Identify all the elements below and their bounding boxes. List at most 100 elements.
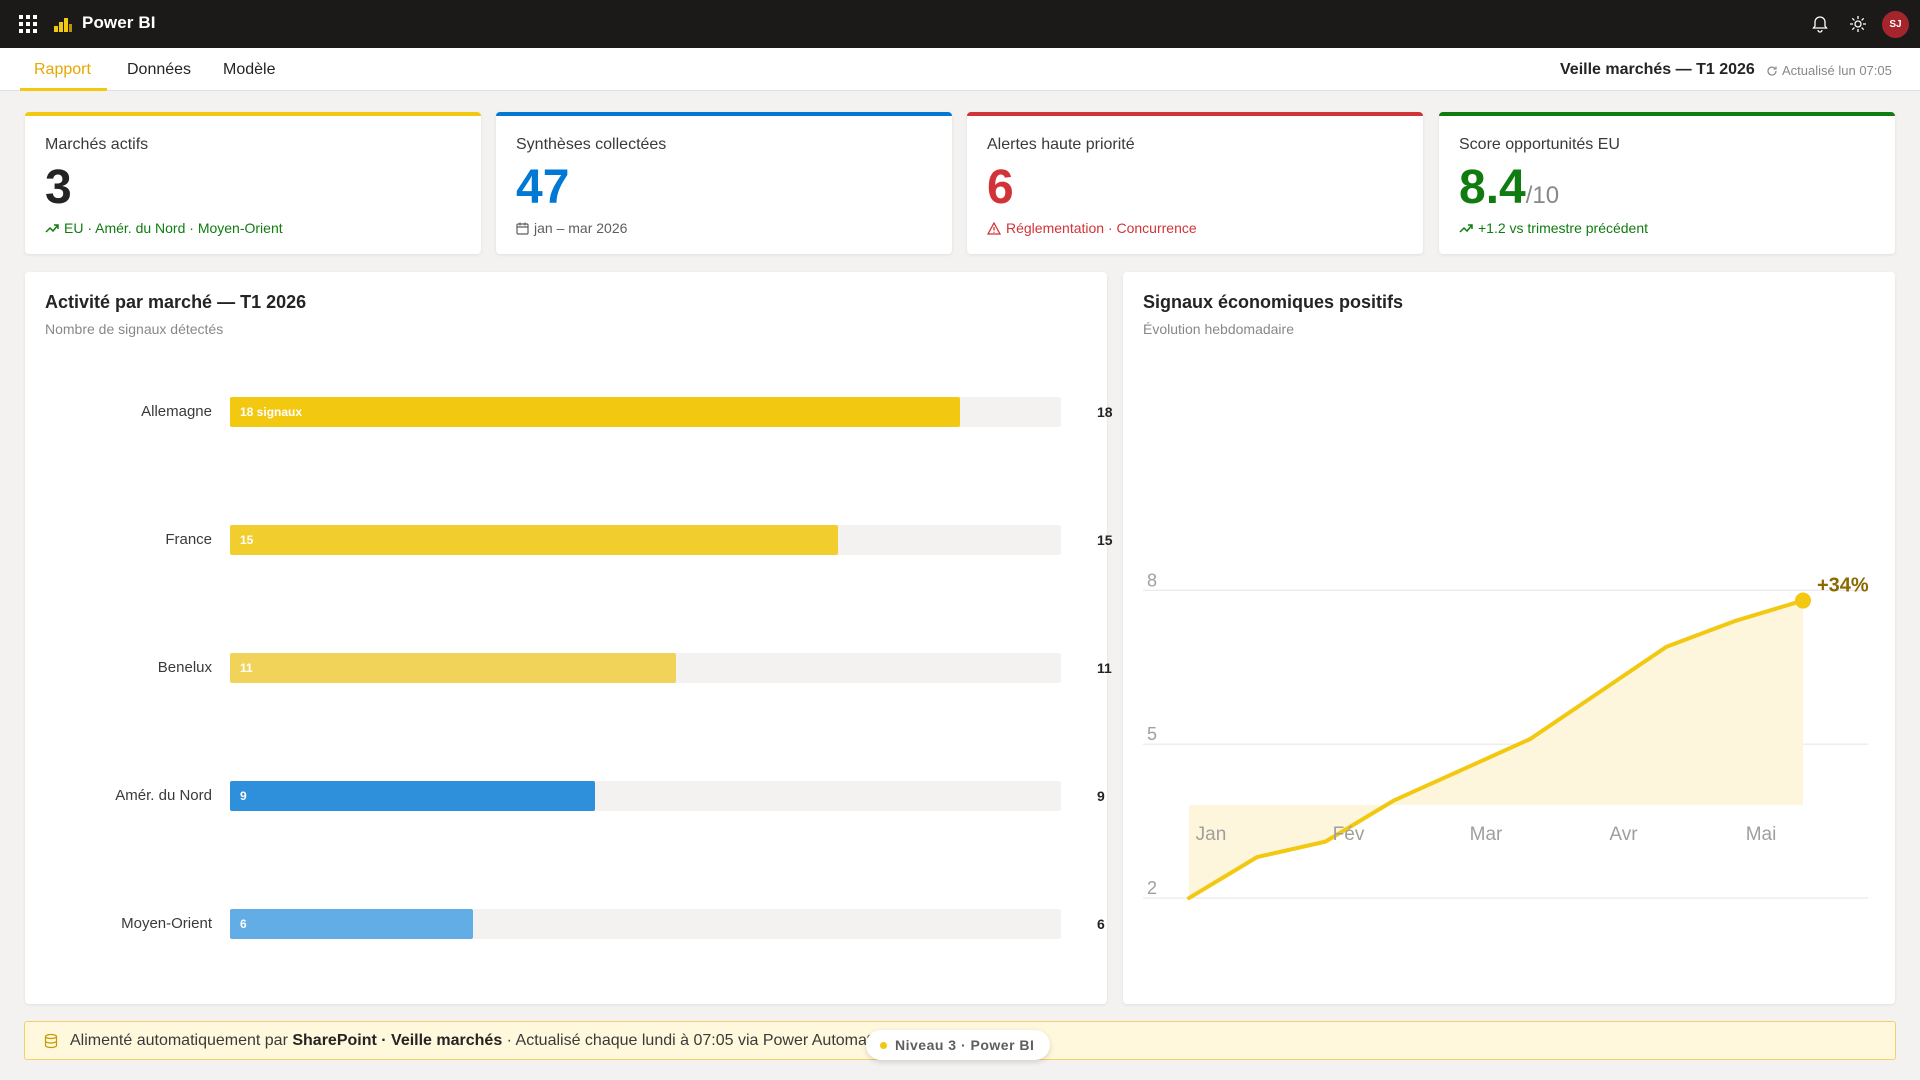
banner-suffix: · Actualisé chaque lundi à 07:05 via Pow… [502, 1032, 881, 1049]
bar[interactable]: 6 [230, 909, 473, 939]
user-avatar[interactable]: SJ [1882, 11, 1909, 38]
kpi-footer-text: jan – mar 2026 [534, 220, 628, 236]
bar-category-label: Moyen-Orient [121, 915, 212, 932]
bar-value-label: 18 [1097, 404, 1113, 420]
bar-chart-subtitle: Nombre de signaux détectés [45, 321, 224, 337]
bar[interactable]: 15 [230, 525, 838, 555]
status-dot-icon [880, 1041, 887, 1049]
bar-track: 6 [230, 909, 1061, 939]
bar-category-label: Amér. du Nord [115, 787, 212, 804]
bar-row[interactable]: Moyen-Orient 6 6 [25, 909, 1125, 939]
app-title: Power BI [82, 13, 156, 32]
line-chart-subtitle: Évolution hebdomadaire [1143, 321, 1294, 337]
bar-track: 9 [230, 781, 1061, 811]
bar-track: 18 signaux [230, 397, 1061, 427]
kpi-card[interactable]: Score opportunités EU 8.4/10 +1.2 vs trime… [1439, 112, 1895, 254]
x-tick-label: Fév [1333, 824, 1365, 845]
bar-inner-label: 15 [240, 533, 254, 547]
trend-up-icon [45, 222, 59, 234]
kpi-footer: Réglementation · Concurrence [987, 220, 1197, 236]
y-tick-label: 2 [1147, 878, 1157, 898]
bar[interactable]: 9 [230, 781, 595, 811]
bar-track: 15 [230, 525, 1061, 555]
trend-up-icon [1459, 222, 1473, 234]
bar-chart-panel: Activité par marché — T1 2026 Nombre de … [25, 272, 1113, 1004]
kpi-value: 6 [987, 164, 1014, 212]
bar-category-label: France [165, 531, 212, 548]
level-badge: Niveau 3 · Power BI [866, 1030, 1051, 1060]
kpi-suffix: /10 [1525, 182, 1560, 209]
banner-prefix: Alimenté automatiquement par [70, 1032, 293, 1049]
kpi-card[interactable]: Synthèses collectées 47 jan – mar 2026 [496, 112, 952, 254]
series-line [1187, 598, 1805, 901]
tab-rapport[interactable]: Rapport [34, 61, 91, 78]
x-tick-label: Mar [1470, 824, 1503, 845]
bar-inner-label: 11 [240, 661, 253, 675]
bar-row[interactable]: Amér. du Nord 9 9 [25, 781, 1125, 811]
level-badge-label: Niveau 3 · Power BI [895, 1037, 1035, 1053]
bar[interactable]: 11 [230, 653, 676, 683]
bell-icon[interactable] [1810, 14, 1830, 34]
line-chart: 2 5 8 +34% Jan Fév Mar Avr Mai [1143, 570, 1869, 901]
bar-value-label: 9 [1097, 788, 1105, 804]
bar[interactable]: 18 signaux [230, 397, 960, 427]
kpi-label: Alertes haute priorité [987, 136, 1135, 153]
bar-inner-label: 6 [240, 917, 247, 931]
warning-icon [987, 221, 1001, 235]
kpi-number: 8.4 [1459, 161, 1526, 214]
bar-value-label: 15 [1097, 532, 1113, 548]
end-value-label: +34% [1817, 575, 1869, 597]
line-chart-title: Signaux économiques positifs [1143, 292, 1404, 312]
x-tick-label: Avr [1609, 824, 1638, 845]
kpi-value: 47 [516, 164, 569, 212]
bar-category-label: Benelux [157, 659, 212, 676]
refresh-status[interactable]: Actualisé lun 07:05 [1766, 63, 1892, 78]
app-launcher-icon[interactable] [19, 15, 37, 33]
report-nav-bar: Rapport Données Modèle Veille marchés — … [0, 48, 1920, 91]
calendar-icon [516, 222, 529, 235]
kpi-label: Synthèses collectées [516, 136, 667, 153]
settings-gear-icon[interactable] [1848, 14, 1868, 34]
bar-inner-label: 18 signaux [240, 405, 303, 419]
kpi-number: 6 [987, 161, 1014, 214]
bar-category-label: Allemagne [141, 403, 212, 420]
bar-value-label: 11 [1097, 660, 1112, 676]
x-tick-label: Mai [1746, 824, 1777, 845]
area-fill [1189, 600, 1803, 899]
active-tab-indicator [20, 88, 107, 91]
tab-modele[interactable]: Modèle [223, 61, 276, 78]
top-bar: Power BI SJ [0, 0, 1920, 48]
bar-row[interactable]: Allemagne 18 signaux 18 [25, 397, 1125, 427]
bar-inner-label: 9 [240, 789, 247, 803]
kpi-card[interactable]: Marchés actifs 3 EU · Amér. du Nord · Moye… [25, 112, 481, 254]
banner-text: Alimenté automatiquement par SharePoint … [70, 1032, 880, 1050]
bar-value-label: 6 [1097, 916, 1105, 932]
kpi-card[interactable]: Alertes haute priorité 6 Réglementation · … [967, 112, 1423, 254]
power-bi-logo-icon [54, 16, 72, 32]
bar-row[interactable]: Benelux 11 11 [25, 653, 1125, 683]
kpi-number: 3 [45, 161, 72, 214]
kpi-label: Score opportunités EU [1459, 136, 1620, 153]
tab-donnees[interactable]: Données [127, 61, 192, 78]
report-title: Veille marchés — T1 2026 [1560, 61, 1755, 78]
kpi-footer: +1.2 vs trimestre précédent [1459, 220, 1648, 236]
y-tick-label: 5 [1147, 724, 1157, 744]
kpi-value: 8.4/10 [1459, 164, 1559, 212]
bar-row[interactable]: France 15 15 [25, 525, 1125, 555]
kpi-number: 47 [516, 161, 570, 214]
kpi-footer-text: Réglementation · Concurrence [1006, 220, 1197, 236]
kpi-footer-text: +1.2 vs trimestre précédent [1478, 220, 1649, 236]
kpi-footer: jan – mar 2026 [516, 220, 627, 236]
kpi-footer: EU · Amér. du Nord · Moyen-Orient [45, 220, 283, 236]
refresh-text: Actualisé lun 07:05 [1782, 63, 1892, 78]
database-icon [44, 1033, 58, 1049]
end-point-marker [1795, 592, 1811, 609]
banner-source: SharePoint · Veille marchés [292, 1032, 503, 1049]
kpi-label: Marchés actifs [45, 136, 149, 153]
refresh-icon [1767, 65, 1777, 76]
bar-chart-title: Activité par marché — T1 2026 [45, 292, 307, 312]
kpi-footer-text: EU · Amér. du Nord · Moyen-Orient [64, 220, 283, 236]
kpi-value: 3 [45, 164, 72, 212]
x-tick-label: Jan [1196, 824, 1227, 845]
line-chart-panel: Signaux économiques positifs Évolution h… [1123, 272, 1895, 1004]
